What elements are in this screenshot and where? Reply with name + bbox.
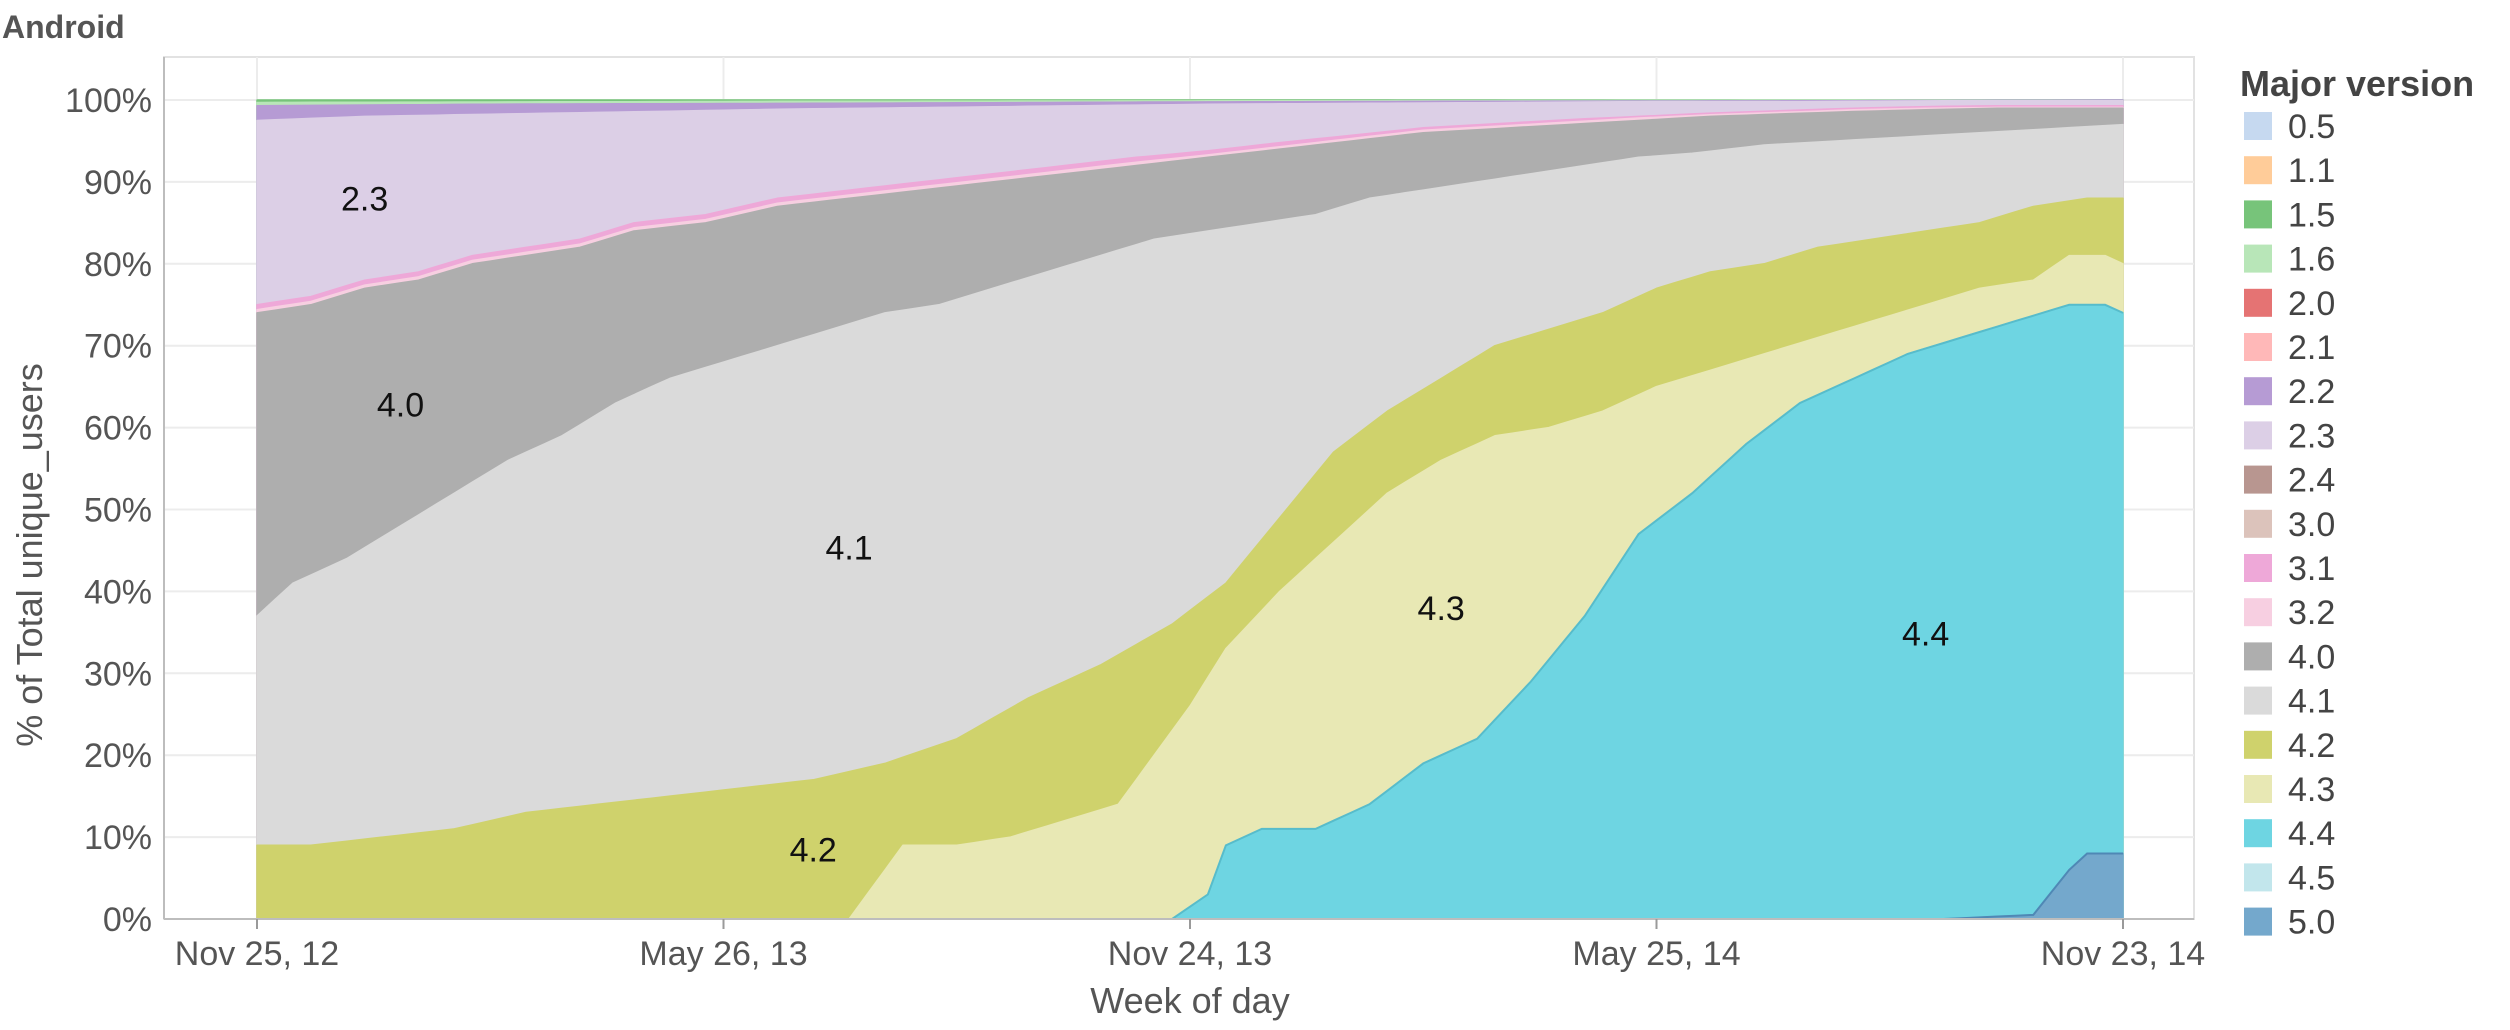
y-tick-label: 0% — [103, 901, 152, 939]
legend-label: 4.5 — [2288, 859, 2335, 897]
x-tick-label: Nov 25, 12 — [175, 935, 339, 973]
x-tick-label: May 26, 13 — [639, 935, 807, 973]
legend-swatch — [2244, 554, 2272, 582]
legend-label: 4.4 — [2288, 815, 2335, 853]
y-tick-label: 100% — [65, 82, 152, 120]
x-tick-label: Nov 24, 13 — [1108, 935, 1272, 973]
legend-swatch — [2244, 686, 2272, 715]
y-tick-label: 10% — [84, 819, 152, 857]
band-label-4-1: 4.1 — [825, 530, 872, 568]
y-tick-label: 70% — [84, 328, 152, 366]
legend-swatch — [2244, 819, 2272, 848]
band-labels: 2.3 4.0 4.1 4.2 4.3 4.4 — [341, 180, 1949, 869]
band-label-4-0: 4.0 — [377, 386, 424, 424]
legend-swatch — [2244, 465, 2272, 494]
legend-swatch — [2244, 730, 2272, 759]
y-tick-label: 30% — [84, 655, 152, 693]
legend-label: 3.0 — [2288, 506, 2335, 544]
band-label-4-4: 4.4 — [1902, 616, 1949, 654]
axes: 0% 10% 20% 30% 40% 50% 60% 70% 80% 90% 100% Nov 25,… — [65, 57, 2205, 973]
area-series — [256, 99, 2124, 920]
legend-label: 2.2 — [2288, 373, 2335, 411]
legend-label: 3.2 — [2288, 594, 2335, 632]
x-tick-label: May 25, 14 — [1572, 935, 1740, 973]
band-label-4-2: 4.2 — [790, 831, 837, 869]
y-tick-label: 90% — [84, 164, 152, 202]
legend-swatch — [2244, 642, 2272, 671]
legend-label: 3.1 — [2288, 550, 2335, 588]
legend-title: Major version — [2240, 63, 2474, 104]
legend-swatch — [2244, 288, 2272, 317]
legend-label: 4.2 — [2288, 727, 2335, 765]
y-tick-label: 80% — [84, 246, 152, 284]
legend-label: 2.0 — [2288, 285, 2335, 323]
legend-label: 2.3 — [2288, 417, 2335, 455]
y-tick-label: 40% — [84, 573, 152, 611]
legend-swatch — [2244, 907, 2272, 936]
legend-swatch — [2244, 863, 2272, 892]
legend: Major version 0.5 1.1 1.5 1.6 2.0 2.1 2.2 2.3 2.… — [2240, 63, 2474, 942]
legend-label: 2.4 — [2288, 462, 2335, 500]
x-tick-label: Nov 23, 14 — [2041, 935, 2205, 973]
legend-swatch — [2244, 377, 2272, 406]
legend-label: 1.5 — [2288, 196, 2335, 234]
legend-items: 0.5 1.1 1.5 1.6 2.0 2.1 2.2 2.3 2.4 3.0 3.1 3.2 4.0 4… — [2244, 108, 2335, 942]
legend-swatch — [2244, 112, 2272, 140]
y-tick-label: 50% — [84, 492, 152, 530]
legend-swatch — [2244, 775, 2272, 803]
legend-label: 4.3 — [2288, 771, 2335, 809]
legend-swatch — [2244, 244, 2272, 273]
legend-label: 1.1 — [2288, 152, 2335, 190]
legend-label: 4.1 — [2288, 683, 2335, 721]
legend-label: 4.0 — [2288, 638, 2335, 676]
legend-label: 0.5 — [2288, 108, 2335, 146]
legend-swatch — [2244, 333, 2272, 361]
legend-swatch — [2244, 200, 2272, 229]
band-label-4-3: 4.3 — [1418, 590, 1465, 628]
x-axis-title: Week of day — [1090, 980, 1289, 1021]
legend-label: 2.1 — [2288, 329, 2335, 367]
legend-swatch — [2244, 156, 2272, 185]
legend-label: 1.6 — [2288, 241, 2335, 279]
band-label-2-3: 2.3 — [341, 180, 388, 218]
legend-swatch — [2244, 421, 2272, 450]
chart-title: Android — [2, 9, 125, 45]
legend-label: 5.0 — [2288, 904, 2335, 942]
y-tick-label: 60% — [84, 410, 152, 448]
y-axis-title: % of Total unique_users — [9, 363, 50, 747]
y-tick-label: 20% — [84, 737, 152, 775]
legend-swatch — [2244, 598, 2272, 627]
legend-swatch — [2244, 509, 2272, 538]
